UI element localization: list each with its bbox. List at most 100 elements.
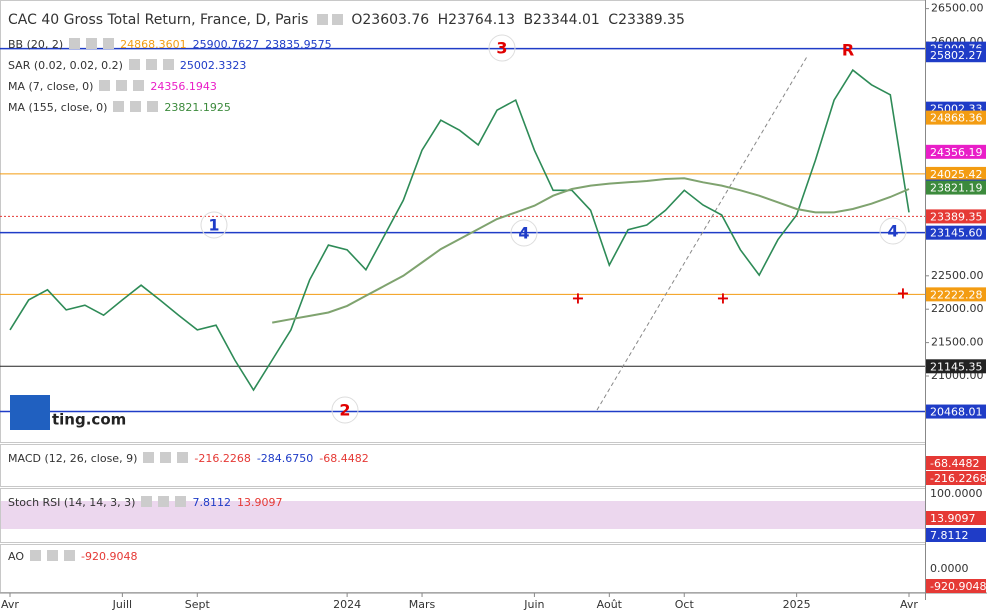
price-tag-label: 25802.27 (930, 49, 983, 62)
annotation: R (842, 41, 854, 60)
annotation: 4 (887, 222, 898, 241)
pane-name: MACD (12, 26, close, 9) (8, 452, 138, 465)
price-tag-label: 20468.01 (930, 406, 983, 419)
x-tick-label: Avr (900, 598, 918, 611)
price-tag-label: 24025.42 (930, 168, 983, 181)
trend-line (596, 54, 809, 411)
price-tag (926, 359, 986, 374)
pane-value: -920.9048 (81, 550, 138, 563)
icon[interactable] (177, 452, 189, 463)
icon[interactable] (99, 80, 111, 91)
pane-value: 13.9097 (236, 496, 283, 509)
y-tick-label: 21500.00 (931, 336, 984, 349)
x-tick-label: 2024 (333, 598, 361, 611)
icon[interactable] (128, 59, 140, 70)
price-tag (926, 180, 986, 195)
annotation-circle (488, 34, 516, 62)
price-tag-label: 23389.35 (930, 210, 983, 223)
pane-legend: Stoch RSI (14, 14, 3, 3) 7.8112 13.9097 (8, 496, 288, 509)
price-line (272, 177, 910, 324)
icon[interactable] (147, 101, 159, 112)
price-tag (926, 404, 986, 419)
icon[interactable] (113, 101, 125, 112)
annotation: + (571, 289, 584, 308)
annotation-circle (879, 217, 907, 245)
pane-value: -284.6750 (256, 452, 314, 465)
price-tag-label: 23821.19 (930, 182, 983, 195)
icon[interactable] (116, 80, 128, 91)
annotation: 3 (496, 39, 507, 58)
axis-tag (926, 528, 986, 542)
icon[interactable] (30, 550, 41, 561)
price-tag-label: 24356.19 (930, 146, 983, 159)
axis-label: 7.8112 (930, 529, 969, 542)
indicator-value: 23835.9575 (265, 38, 332, 51)
annotation-circle (200, 211, 228, 239)
axis-tag (926, 579, 986, 593)
price-tag (926, 287, 986, 302)
price-line (9, 68, 910, 392)
price-tag (926, 209, 986, 224)
axis-label: -216.2268 (930, 472, 986, 485)
price-tag (926, 166, 986, 181)
pane-name: Stoch RSI (14, 14, 3, 3) (8, 496, 136, 509)
indicator-value: 25002.3323 (179, 59, 247, 72)
price-tag-label: 22222.28 (930, 288, 983, 301)
pane-value: -216.2268 (194, 452, 251, 465)
icon[interactable] (69, 38, 81, 49)
price-tag (926, 144, 986, 159)
pane (0, 444, 926, 487)
ohlc: O23603.76 (351, 12, 430, 28)
icon[interactable] (158, 496, 170, 507)
axis-label: 100.0000 (930, 487, 983, 500)
icon[interactable] (130, 101, 142, 112)
price-tag-label: 24868.36 (930, 112, 983, 125)
icon[interactable] (64, 550, 75, 561)
annotation-circle (510, 219, 538, 247)
icon[interactable] (86, 38, 98, 49)
pane-legend: MACD (12, 26, close, 9) -216.2268 -284.675… (8, 452, 375, 465)
indicator-value: 24356.1943 (150, 80, 217, 93)
x-tick-label: Avr (1, 598, 19, 611)
icon[interactable] (316, 14, 328, 25)
icon[interactable] (175, 496, 187, 507)
indicator-value: 24868.3601 (120, 38, 187, 51)
y-tick-label: 22500.00 (931, 269, 984, 282)
icon[interactable] (133, 80, 145, 91)
header: CAC 40 Gross Total Return, France, D, Pa… (8, 12, 689, 28)
price-tag (926, 48, 986, 63)
ohlc: C23389.35 (608, 12, 685, 28)
x-tick-label: Oct (675, 598, 695, 611)
icon[interactable] (162, 59, 174, 70)
icon[interactable] (47, 550, 58, 561)
price-tag-label: 23145.60 (930, 227, 983, 240)
icon[interactable] (331, 14, 343, 25)
logo-icon (10, 395, 50, 430)
icon[interactable] (143, 452, 155, 463)
icon[interactable] (160, 452, 172, 463)
indicator-name: SAR (0.02, 0.02, 0.2) (8, 59, 123, 72)
annotation: 2 (339, 401, 350, 420)
indicator-legend: MA (155, close, 0) 23821.1925 (8, 101, 237, 114)
axis-tag (926, 511, 986, 525)
indicator-legend: MA (7, close, 0) 24356.1943 (8, 80, 223, 93)
ohlc: H23764.13 (437, 12, 515, 28)
icon[interactable] (103, 38, 115, 49)
pane-legend: AO -920.9048 (8, 550, 143, 563)
axis-label: 13.9097 (930, 512, 976, 525)
axis-label: -920.9048 (930, 580, 986, 593)
title: CAC 40 Gross Total Return, France, D, Pa… (8, 12, 309, 28)
indicator-name: MA (155, close, 0) (8, 101, 108, 114)
price-tag-label: 21145.35 (930, 360, 983, 373)
x-tick-label: Juin (523, 598, 544, 611)
x-tick-label: Juill (112, 598, 132, 611)
indicator-name: BB (20, 2) (8, 38, 64, 51)
annotation: + (896, 284, 909, 303)
icon[interactable] (145, 59, 157, 70)
x-tick-label: Sept (185, 598, 211, 611)
annotation-circle (331, 396, 359, 424)
icon[interactable] (141, 496, 153, 507)
axis-label: 0.0000 (930, 562, 969, 575)
annotation: + (716, 289, 729, 308)
